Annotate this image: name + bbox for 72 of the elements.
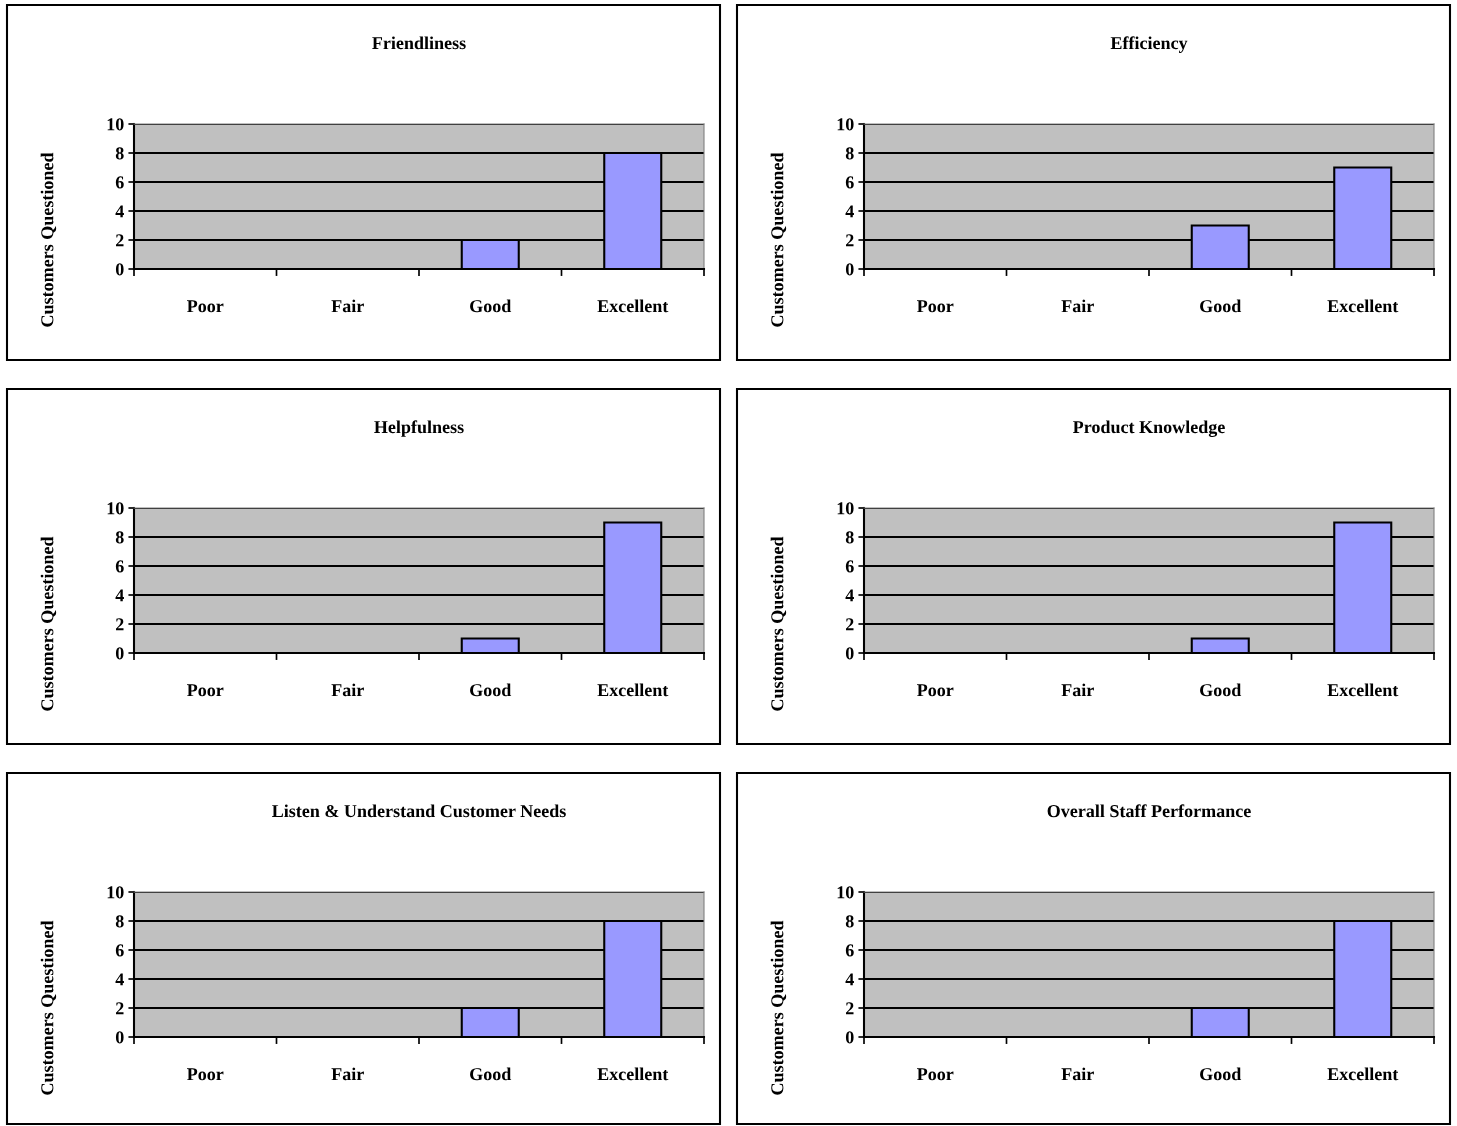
y-tick-label: 4 bbox=[845, 205, 854, 218]
x-tick-label: Poor bbox=[187, 300, 224, 313]
y-tick-label: 6 bbox=[845, 944, 854, 957]
y-tick-label: 6 bbox=[115, 944, 124, 957]
chart-title: Overall Staff Performance bbox=[1047, 804, 1251, 818]
y-tick-label: 6 bbox=[845, 176, 854, 189]
y-tick-label: 8 bbox=[115, 915, 124, 928]
y-tick-label: 10 bbox=[107, 502, 124, 515]
y-tick-label: 8 bbox=[115, 147, 124, 160]
x-tick-label: Poor bbox=[917, 300, 954, 313]
y-axis-title: Customers Questioned bbox=[40, 536, 57, 711]
y-tick-label: 4 bbox=[115, 205, 124, 218]
x-tick-label: Excellent bbox=[1327, 1067, 1399, 1081]
y-tick-label: 8 bbox=[845, 915, 854, 928]
y-tick-label: 0 bbox=[115, 263, 124, 276]
x-tick-label: Fair bbox=[331, 299, 364, 313]
y-tick-label: 10 bbox=[107, 886, 124, 899]
x-tick-label: Good bbox=[470, 683, 512, 697]
x-tick-label: Fair bbox=[331, 1067, 364, 1081]
y-tick-label: 6 bbox=[115, 176, 124, 189]
y-tick-label: 10 bbox=[107, 118, 124, 131]
y-tick-label: 2 bbox=[116, 618, 124, 631]
y-tick-label: 4 bbox=[115, 589, 124, 602]
y-axis-title: Customers Questioned bbox=[40, 152, 57, 327]
y-tick-label: 6 bbox=[115, 560, 124, 573]
x-tick-label: Good bbox=[470, 299, 512, 313]
chart-title: Product Knowledge bbox=[1072, 420, 1225, 437]
y-axis-title: Customers Questioned bbox=[770, 536, 787, 711]
x-tick-label: Excellent bbox=[597, 683, 669, 697]
chart-title: Listen & Understand Customer Needs bbox=[272, 804, 566, 818]
x-tick-label: Poor bbox=[917, 1068, 954, 1081]
y-tick-label: 10 bbox=[837, 502, 854, 515]
y-tick-label: 0 bbox=[845, 263, 854, 276]
y-tick-label: 0 bbox=[845, 647, 854, 660]
x-tick-label: Good bbox=[1200, 683, 1242, 697]
chart-title: Friendliness bbox=[372, 36, 466, 50]
x-tick-label: Excellent bbox=[1327, 299, 1399, 313]
x-tick-label: Excellent bbox=[597, 1067, 669, 1081]
y-tick-label: 2 bbox=[846, 1002, 854, 1015]
y-axis-title: Customers Questioned bbox=[770, 920, 787, 1095]
y-tick-label: 6 bbox=[845, 560, 854, 573]
x-tick-label: Good bbox=[1200, 299, 1242, 313]
x-tick-label: Excellent bbox=[1327, 683, 1399, 697]
y-tick-label: 2 bbox=[846, 618, 854, 631]
y-tick-label: 4 bbox=[845, 973, 854, 986]
x-tick-label: Excellent bbox=[597, 299, 669, 313]
y-tick-label: 10 bbox=[837, 118, 854, 131]
y-tick-label: 2 bbox=[116, 1002, 124, 1015]
y-tick-label: 0 bbox=[845, 1031, 854, 1044]
y-axis-title: Customers Questioned bbox=[770, 152, 787, 327]
y-tick-label: 0 bbox=[115, 1031, 124, 1044]
x-tick-label: Good bbox=[1200, 1067, 1242, 1081]
y-tick-label: 8 bbox=[115, 531, 124, 544]
x-tick-label: Poor bbox=[917, 684, 954, 697]
y-tick-label: 4 bbox=[845, 589, 854, 602]
y-tick-label: 8 bbox=[845, 147, 854, 160]
y-tick-label: 0 bbox=[115, 647, 124, 660]
y-tick-label: 8 bbox=[845, 531, 854, 544]
x-tick-label: Fair bbox=[1061, 299, 1094, 313]
x-tick-label: Fair bbox=[331, 683, 364, 697]
x-tick-label: Good bbox=[470, 1067, 512, 1081]
y-tick-label: 4 bbox=[115, 973, 124, 986]
x-tick-label: Fair bbox=[1061, 1067, 1094, 1081]
x-tick-label: Poor bbox=[187, 684, 224, 697]
chart-title: Efficiency bbox=[1110, 36, 1188, 53]
chart-title: Helpfulness bbox=[374, 420, 464, 437]
x-tick-label: Fair bbox=[1061, 683, 1094, 697]
x-tick-label: Poor bbox=[187, 1068, 224, 1081]
y-tick-label: 10 bbox=[837, 886, 854, 899]
y-tick-label: 2 bbox=[846, 234, 854, 247]
y-axis-title: Customers Questioned bbox=[40, 920, 57, 1095]
y-tick-label: 2 bbox=[116, 234, 124, 247]
